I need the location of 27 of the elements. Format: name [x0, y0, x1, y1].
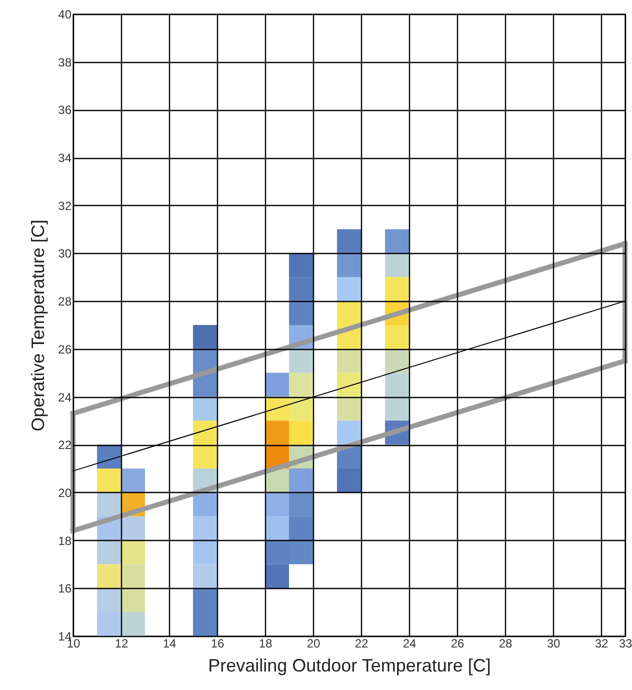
y-tick-label: 24	[58, 390, 72, 404]
y-tick-label: 38	[58, 55, 72, 70]
x-tick-label: 18	[258, 636, 272, 650]
y-tick-label: 26	[58, 342, 72, 356]
x-tick-label: 24	[402, 636, 416, 650]
y-tick-label: 18	[58, 534, 72, 548]
x-axis-title: Prevailing Outdoor Temperature [C]	[208, 656, 491, 676]
y-tick-label: 30	[58, 246, 72, 261]
x-tick-label: 26	[450, 636, 464, 650]
x-tick-label: 28	[498, 636, 512, 650]
x-tick-label: 33	[618, 636, 632, 650]
x-tick-label: 12	[114, 636, 128, 650]
x-tick-label: 14	[162, 636, 176, 650]
x-tick-label: 16	[210, 636, 224, 650]
y-tick-label: 16	[58, 582, 72, 596]
y-tick-label: 28	[58, 294, 72, 309]
x-tick-label: 20	[306, 636, 320, 650]
y-tick-label: 40	[58, 8, 72, 22]
x-tick-label: 30	[546, 636, 560, 650]
y-tick-label: 34	[58, 151, 72, 166]
x-tick-label: 22	[354, 636, 368, 650]
x-tick-label: 32	[594, 636, 608, 650]
y-tick-label: 36	[58, 103, 72, 118]
y-tick-label: 32	[58, 198, 72, 213]
y-tick-label: 22	[58, 438, 72, 452]
y-axis-title: Operative Temperature [C]	[28, 220, 48, 432]
y-tick-label: 20	[58, 486, 72, 500]
